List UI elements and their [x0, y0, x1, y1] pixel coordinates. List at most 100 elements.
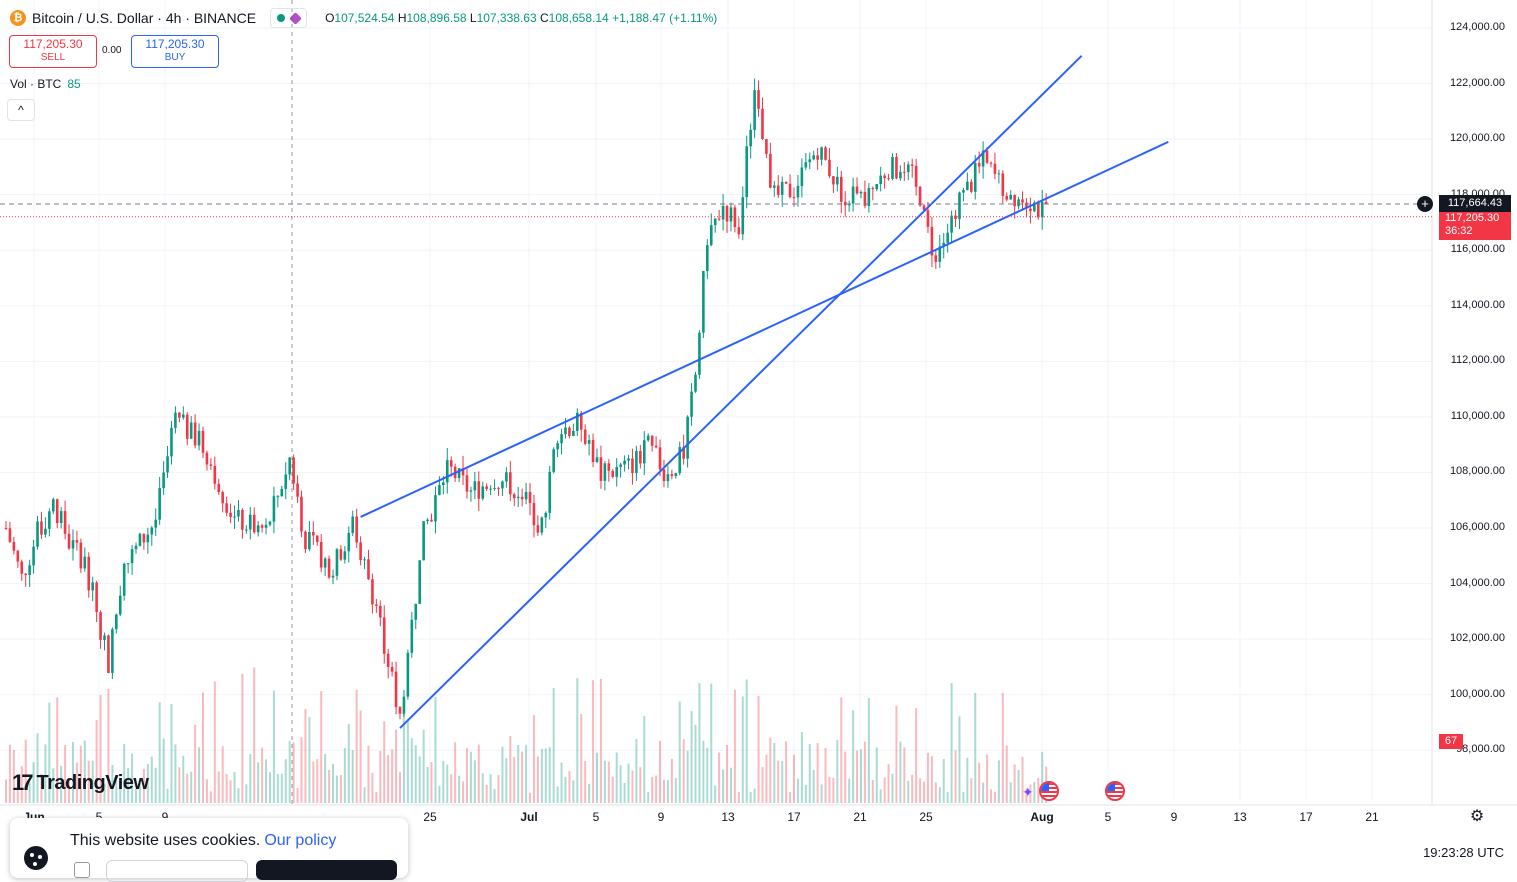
market-status-pill[interactable]	[270, 8, 308, 28]
volume-bar	[875, 747, 878, 803]
volume-bar	[16, 780, 19, 803]
candle-body	[970, 181, 973, 192]
candle-body	[548, 471, 552, 513]
volume-bar	[162, 738, 165, 803]
candle-body	[12, 541, 16, 551]
us-flag-event-icon[interactable]	[1105, 781, 1125, 801]
candle-body	[469, 490, 473, 492]
volume-bar	[548, 747, 551, 803]
volume-bar	[178, 767, 181, 803]
candle-body	[859, 191, 863, 194]
price-tick-label: 112,000.00	[1450, 354, 1505, 367]
volume-bar	[64, 745, 67, 803]
volume-bar	[469, 751, 472, 803]
candle-body	[166, 456, 169, 473]
volume-bar	[915, 708, 918, 803]
volume-bar	[316, 759, 319, 803]
candle-body	[792, 197, 796, 199]
candle-body	[107, 635, 110, 673]
volume-legend[interactable]: Vol · BTC 85	[10, 77, 81, 91]
trendline	[399, 55, 1083, 729]
candle-body	[958, 192, 961, 220]
candle-body	[485, 486, 488, 489]
candle-body	[489, 488, 492, 490]
candle-body	[780, 181, 784, 195]
volume-bar	[40, 773, 43, 803]
volume-bar	[399, 772, 401, 803]
time-tick-label: 17	[1299, 810, 1313, 824]
volume-bar	[737, 791, 740, 803]
volume-bar	[138, 782, 141, 803]
volume-bar	[726, 745, 729, 803]
volume-bar	[958, 716, 961, 803]
volume-bar	[209, 791, 212, 803]
volume-bar	[87, 760, 90, 803]
ai-spark-icon[interactable]: ✦	[1022, 784, 1034, 800]
cookie-policy-link[interactable]: Our policy	[264, 832, 337, 849]
candle-body	[308, 531, 311, 550]
candle-body	[501, 481, 504, 489]
volume-bar	[832, 777, 835, 803]
candle-body	[875, 184, 879, 190]
volume-bar	[237, 788, 240, 803]
cookie-checkbox[interactable]	[74, 862, 90, 878]
candle-body	[201, 430, 205, 453]
volume-bar	[426, 766, 429, 803]
candle-body	[371, 579, 374, 605]
cookie-manage-button[interactable]	[106, 860, 248, 882]
chevron-up-icon[interactable]: ^	[7, 99, 35, 121]
candle-body	[532, 502, 536, 526]
candle-body	[386, 653, 390, 668]
volume-bar	[946, 792, 949, 803]
volume-bar	[32, 762, 35, 803]
volume-bar	[808, 744, 811, 803]
volume-bar	[690, 711, 693, 803]
sell-button[interactable]: 117,205.30 SELL	[9, 35, 97, 68]
candle-body	[666, 474, 670, 482]
volume-bar	[135, 788, 138, 803]
crosshair-plus-icon[interactable]: +	[1417, 196, 1433, 212]
volume-bar	[824, 747, 827, 803]
price-tick-label: 116,000.00	[1450, 243, 1505, 256]
symbol-legend: ₿ Bitcoin / U.S. Dollar · 4h · BINANCE O…	[10, 8, 717, 28]
candle-body	[820, 147, 823, 160]
volume-bar	[355, 689, 358, 803]
volume-bar	[249, 754, 252, 803]
candle-body	[16, 550, 20, 562]
candle-body	[887, 178, 890, 180]
volume-bar	[1037, 777, 1040, 803]
candle-body	[910, 164, 914, 166]
candle-body	[465, 475, 469, 492]
volume-bar	[623, 782, 626, 803]
candle-body	[44, 528, 47, 535]
cookie-accept-button[interactable]	[256, 860, 397, 880]
candle-body	[985, 150, 989, 163]
candle-body	[1013, 194, 1016, 207]
candle-body	[1040, 201, 1044, 218]
volume-bar	[367, 745, 370, 803]
volume-bar	[99, 695, 102, 803]
candle-body	[1036, 202, 1040, 218]
volume-bar	[1029, 784, 1032, 803]
tradingview-logo[interactable]: 17 TradingView	[12, 770, 149, 795]
candle-body	[536, 525, 540, 533]
candle-body	[493, 487, 496, 489]
candle-body	[993, 163, 997, 174]
volume-bar	[383, 721, 386, 803]
candle-body	[103, 635, 106, 640]
candle-body	[599, 457, 603, 481]
time-tick-label: 9	[657, 810, 665, 824]
candle-body	[922, 205, 926, 211]
volume-bar	[702, 740, 705, 803]
us-flag-event-icon[interactable]	[1039, 781, 1059, 801]
symbol-title[interactable]: Bitcoin / U.S. Dollar · 4h · BINANCE	[32, 10, 257, 26]
volume-bar	[848, 778, 851, 803]
candle-body	[595, 457, 599, 462]
utc-clock[interactable]: 19:23:28 UTC	[1423, 845, 1504, 860]
volume-bar	[312, 761, 315, 803]
buy-button[interactable]: 117,205.30 BUY	[131, 35, 219, 68]
candle-body	[4, 528, 8, 530]
candle-body	[351, 516, 355, 533]
settings-icon[interactable]: ⚙	[1469, 808, 1485, 825]
